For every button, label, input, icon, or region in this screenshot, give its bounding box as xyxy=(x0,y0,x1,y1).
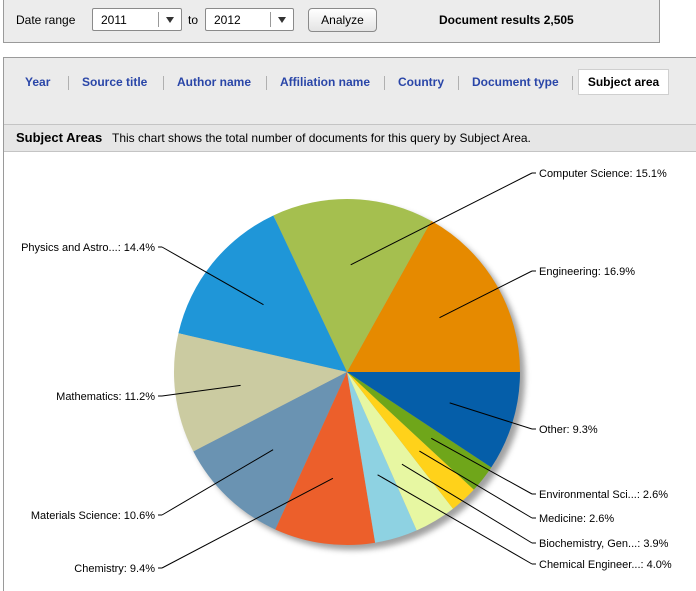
leader-line xyxy=(350,172,533,266)
leader-line xyxy=(161,384,241,397)
slice-label: Chemistry: 9.4% xyxy=(74,563,155,575)
from-year-select[interactable]: 2011 xyxy=(92,8,182,31)
leader-line xyxy=(161,477,334,569)
to-year-select[interactable]: 2012 xyxy=(205,8,294,31)
leader-line xyxy=(401,463,533,544)
select-divider xyxy=(158,12,159,27)
pie-slice[interactable] xyxy=(347,372,417,543)
slice-label: Medicine: 2.6% xyxy=(539,513,614,525)
leader-line xyxy=(449,402,533,430)
pie-slice[interactable] xyxy=(174,333,347,452)
pie-slice[interactable] xyxy=(347,372,474,509)
leader-line xyxy=(161,449,274,516)
tab-source-title[interactable]: Source title xyxy=(82,75,148,89)
section-title: Subject Areas xyxy=(16,130,103,145)
leader-line xyxy=(377,474,533,565)
pie-slice[interactable] xyxy=(347,372,492,490)
leader-line xyxy=(439,270,533,319)
tab-separator xyxy=(163,76,164,90)
tab-separator xyxy=(458,76,459,90)
slice-label: Computer Science: 15.1% xyxy=(539,168,667,180)
pie-slice[interactable] xyxy=(193,372,347,530)
to-label: to xyxy=(188,13,199,27)
select-divider xyxy=(270,12,271,27)
filter-bar: Date range 2011 to 2012 Analyze Document… xyxy=(3,0,660,43)
chevron-down-icon[interactable] xyxy=(278,17,286,23)
pie-slice[interactable] xyxy=(347,372,520,468)
slice-label: Materials Science: 10.6% xyxy=(31,510,155,522)
document-results-count: Document results 2,505 xyxy=(439,13,574,27)
slice-label: Other: 9.3% xyxy=(539,424,598,436)
tab-separator xyxy=(68,76,69,90)
pie-slice[interactable] xyxy=(347,372,454,531)
date-range-label: Date range xyxy=(16,13,76,27)
leader-line xyxy=(431,437,533,495)
chevron-down-icon[interactable] xyxy=(166,17,174,23)
leader-line xyxy=(419,450,533,519)
slice-label: Environmental Sci...: 2.6% xyxy=(539,489,668,501)
pie-slice[interactable] xyxy=(178,215,347,372)
tab-author-name[interactable]: Author name xyxy=(177,75,252,89)
tab-country[interactable]: Country xyxy=(398,75,444,89)
slice-label: Chemical Engineer...: 4.0% xyxy=(539,559,672,571)
tab-separator xyxy=(572,76,573,90)
slice-label: Mathematics: 11.2% xyxy=(56,391,155,403)
tab-subject-area[interactable]: Subject area xyxy=(578,69,669,95)
to-year-value: 2012 xyxy=(214,13,241,27)
tab-separator xyxy=(266,76,267,90)
pie-slice[interactable] xyxy=(347,220,520,372)
slice-label: Biochemistry, Gen...: 3.9% xyxy=(539,538,669,550)
slice-label: Engineering: 16.9% xyxy=(539,266,635,278)
section-description: This chart shows the total number of doc… xyxy=(112,131,531,145)
from-year-value: 2011 xyxy=(101,13,127,27)
tab-year[interactable]: Year xyxy=(25,75,51,89)
tab-separator xyxy=(384,76,385,90)
pie-slice[interactable] xyxy=(273,199,432,372)
pie-slice[interactable] xyxy=(275,372,376,546)
section-header: Subject Areas This chart shows the total… xyxy=(4,124,696,152)
slice-label: Physics and Astro...: 14.4% xyxy=(21,242,155,254)
analysis-tabs: Year Source title Author name Affiliatio… xyxy=(4,58,696,124)
tab-affiliation-name[interactable]: Affiliation name xyxy=(280,75,371,89)
tab-document-type[interactable]: Document type xyxy=(472,75,559,89)
leader-line xyxy=(161,246,264,306)
analyze-button[interactable]: Analyze xyxy=(308,8,377,32)
